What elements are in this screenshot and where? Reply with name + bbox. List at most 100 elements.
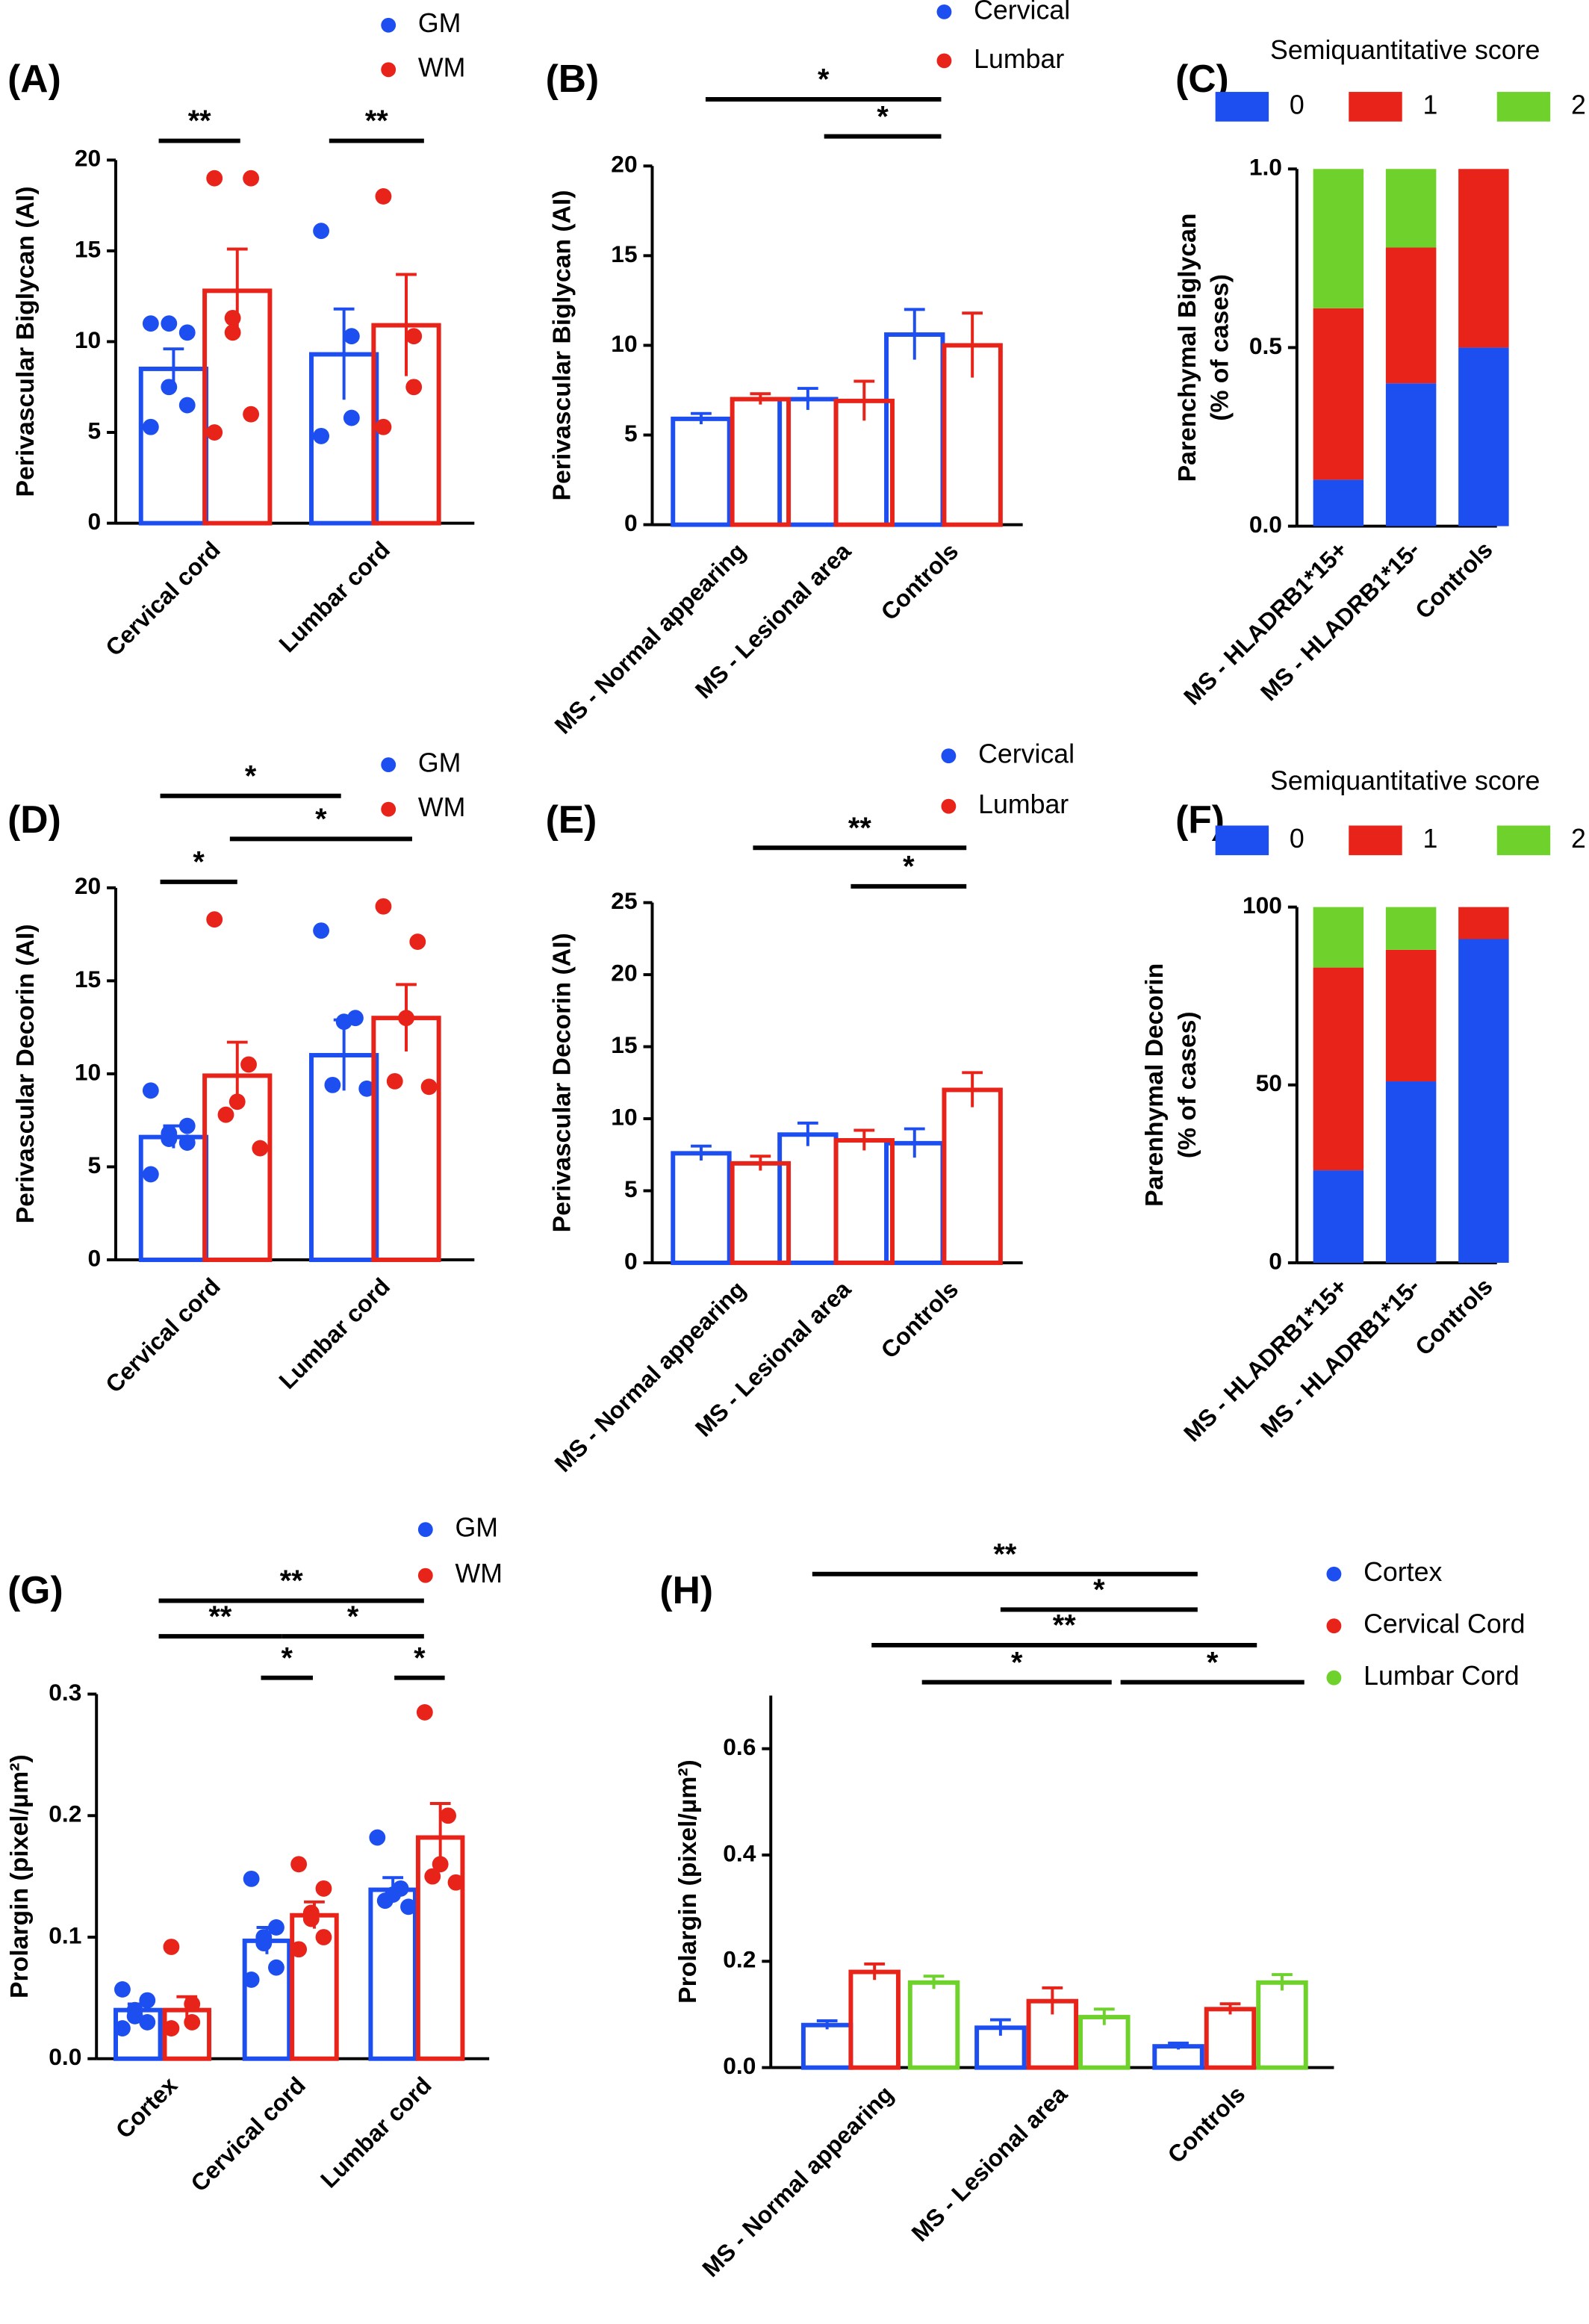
data-point (268, 1959, 284, 1976)
x-tick-label: MS - Normal appearing (549, 1276, 750, 1477)
x-tick-label: Controls (875, 1276, 963, 1364)
y-tick-label: 0.2 (49, 1801, 81, 1827)
x-tick-label: Lumbar cord (315, 2072, 437, 2193)
significance-label: * (818, 63, 830, 96)
legend-label: WM (455, 1559, 503, 1588)
y-tick-label: 0.6 (723, 1733, 756, 1760)
bar (848, 1969, 901, 2070)
legend-swatch (1349, 92, 1402, 122)
significance-label: * (245, 759, 257, 792)
y-tick-label: 20 (611, 960, 637, 987)
legend-label: Lumbar (974, 44, 1064, 74)
data-point (252, 1140, 269, 1157)
data-point (206, 170, 223, 187)
data-point (178, 397, 196, 414)
panel-tag: (H) (659, 1568, 713, 1612)
data-point (184, 2014, 201, 2031)
y-tick-label: 15 (75, 966, 101, 992)
legend-marker (381, 17, 397, 33)
data-point (243, 406, 260, 423)
y-axis-label: Perivascular Biglycan (AI) (11, 186, 40, 497)
data-point (142, 418, 159, 435)
bar (671, 416, 732, 527)
y-axis-label: Parenhymal Decorin (1140, 963, 1169, 1207)
legend-label: Lumbar Cord (1363, 1661, 1519, 1691)
legend-label: 0 (1290, 824, 1305, 854)
y-tick-label: 15 (611, 1031, 637, 1058)
y-tick-label: 0.2 (723, 1946, 756, 1973)
x-tick-label: Lumbar cord (273, 536, 395, 658)
legend-label: 2 (1571, 90, 1586, 119)
x-tick-label: Cervical cord (100, 1273, 226, 1398)
data-point (424, 1868, 441, 1885)
bar (884, 1140, 945, 1265)
stacked-bar (1458, 347, 1509, 526)
legend-marker (417, 1568, 433, 1583)
stacked-bar (1385, 907, 1437, 950)
y-axis-label: (% of cases) (1205, 274, 1234, 421)
significance-label: * (1207, 1646, 1219, 1679)
y-tick-label: 5 (624, 1175, 638, 1202)
x-tick-label: Controls (1410, 536, 1498, 624)
legend-marker (936, 4, 952, 19)
data-point (405, 379, 423, 396)
y-tick-label: 20 (611, 151, 637, 178)
stacked-bar (1385, 169, 1437, 248)
legend-swatch (1349, 825, 1402, 856)
y-tick-label: 0 (87, 508, 101, 535)
y-tick-label: 0.1 (49, 1921, 81, 1948)
stacked-bar (1458, 939, 1509, 1263)
legend-marker (381, 757, 397, 773)
legend-label: 0 (1290, 90, 1305, 119)
bar (942, 1087, 1003, 1265)
data-point (139, 1992, 156, 2009)
data-point (358, 1080, 376, 1097)
data-point (142, 315, 159, 332)
y-axis-label: Perivascular Decorin (AI) (11, 924, 40, 1223)
data-point (290, 1941, 308, 1958)
data-point (243, 170, 260, 187)
data-point (409, 933, 426, 950)
y-tick-label: 5 (87, 1152, 101, 1178)
legend-marker (1326, 1670, 1342, 1685)
legend-swatch (1496, 825, 1551, 856)
legend-label: GM (455, 1513, 499, 1543)
y-axis-label: (% of cases) (1173, 1011, 1201, 1158)
significance-label: ** (993, 1538, 1016, 1570)
y-tick-label: 10 (611, 1103, 637, 1130)
y-tick-label: 25 (611, 887, 637, 914)
y-tick-label: 0.0 (723, 2052, 756, 2079)
data-point (240, 1056, 257, 1073)
data-point (400, 1898, 417, 1916)
bar (368, 1887, 417, 2061)
data-point (343, 328, 360, 345)
y-tick-label: 5 (624, 420, 638, 447)
data-point (313, 922, 330, 939)
legend-label: Lumbar (978, 789, 1069, 819)
legend-marker (381, 801, 397, 817)
y-tick-label: 10 (75, 1058, 101, 1085)
data-point (386, 1072, 403, 1090)
bar (371, 1016, 441, 1262)
data-point (161, 379, 178, 396)
data-point (313, 427, 330, 444)
data-point (255, 1935, 273, 1952)
bar (671, 1151, 732, 1265)
legend-swatch (1215, 825, 1269, 856)
data-point (375, 418, 392, 435)
x-tick-label: Controls (1410, 1273, 1498, 1361)
x-tick-label: MS - Lesional area (907, 2081, 1073, 2247)
y-tick-label: 20 (75, 872, 101, 899)
data-point (398, 1010, 414, 1027)
bar (1256, 1980, 1308, 2070)
significance-label: ** (848, 812, 871, 845)
bar (138, 1134, 209, 1262)
x-tick-label: MS - Normal appearing (697, 2081, 898, 2282)
legend-swatch (1496, 92, 1551, 122)
legend-marker (1326, 1566, 1342, 1582)
significance-label: * (1093, 1573, 1105, 1606)
data-point (302, 1910, 320, 1927)
x-tick-label: Cortex (111, 2072, 183, 2144)
legend-marker (941, 798, 957, 814)
